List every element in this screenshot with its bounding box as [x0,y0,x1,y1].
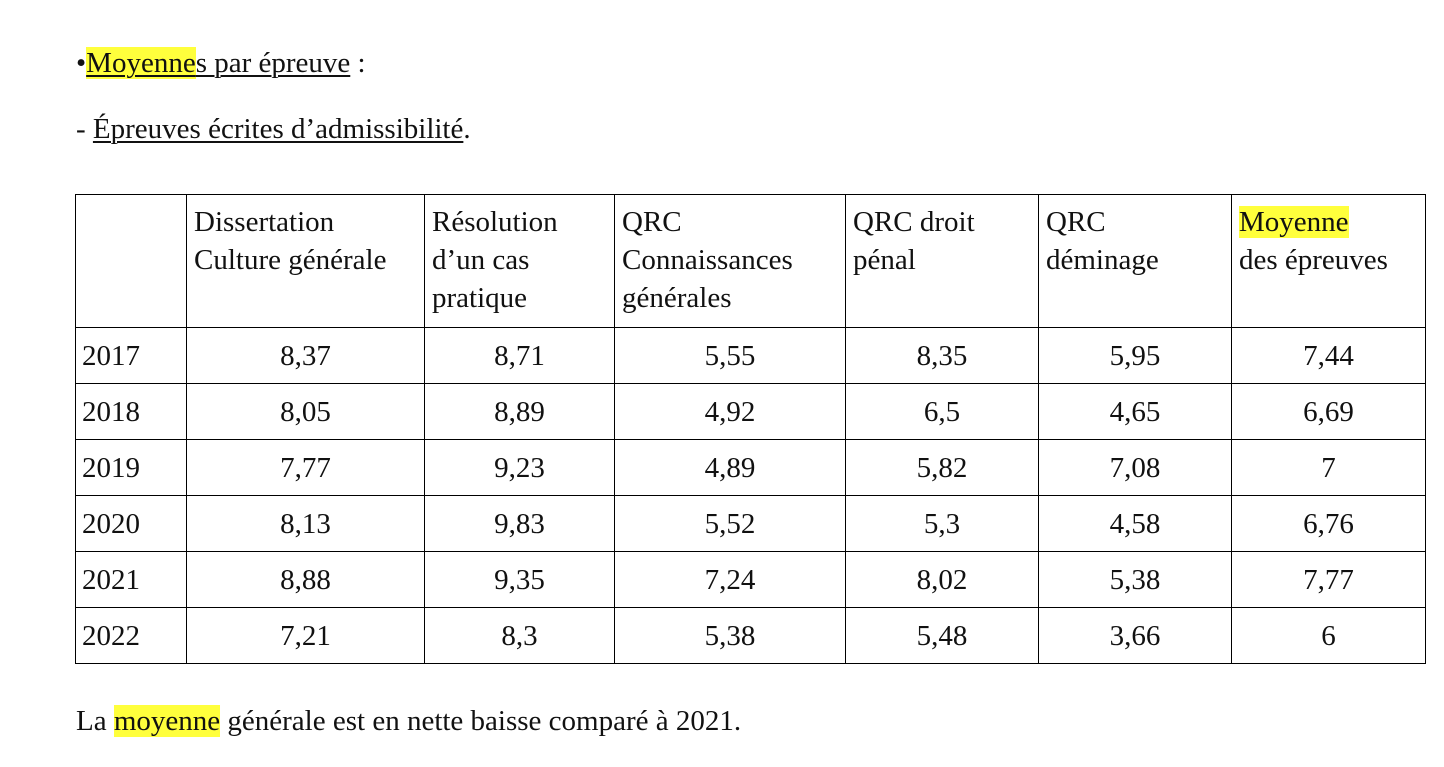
table-cell: 8,05 [186,383,425,440]
highlighted-word: moyenne [113,705,221,737]
table-cell: 7,44 [1231,327,1426,384]
table-cell: 7,24 [614,551,846,608]
table-cell: 4,58 [1038,495,1232,552]
column-header: Dissertation Culture générale [186,194,425,328]
section-heading: •Moyennes par épreuve : [76,46,366,80]
row-year: 2018 [75,383,187,440]
table-row: 2021 8,88 9,35 7,24 8,02 5,38 7,77 [75,551,1426,608]
table-cell: 6,76 [1231,495,1426,552]
column-header: QRC déminage [1038,194,1232,328]
table-cell: 5,38 [614,607,846,664]
table-cell: 7 [1231,439,1426,496]
row-year: 2020 [75,495,187,552]
table-cell: 6 [1231,607,1426,664]
table-cell: 8,13 [186,495,425,552]
table-cell: 5,48 [845,607,1039,664]
table-cell: 3,66 [1038,607,1232,664]
table-cell: 9,83 [424,495,615,552]
row-year: 2021 [75,551,187,608]
table-cell: 4,89 [614,439,846,496]
table-cell: 8,71 [424,327,615,384]
table-corner-cell [75,194,187,328]
table-cell: 5,38 [1038,551,1232,608]
table-cell: 6,5 [845,383,1039,440]
table-cell: 8,3 [424,607,615,664]
column-header-label: des épreuves [1239,244,1388,276]
highlighted-word: Moyenne [86,47,196,79]
row-year: 2022 [75,607,187,664]
heading-text: s par épreuve [195,47,351,79]
table-header-row: Dissertation Culture générale Résolution… [75,194,1426,328]
scores-table: Dissertation Culture générale Résolution… [75,194,1426,664]
table-cell: 5,95 [1038,327,1232,384]
table-cell: 7,21 [186,607,425,664]
row-year: 2017 [75,327,187,384]
conclusion-prefix: La [76,705,114,737]
heading-link-text: Moyennes par épreuve [86,47,350,79]
conclusion-text: La moyenne générale est en nette baisse … [76,704,741,738]
table-cell: 9,23 [424,439,615,496]
sub-heading-dash: - [76,113,93,145]
table-cell: 5,3 [845,495,1039,552]
table-cell: 7,08 [1038,439,1232,496]
bullet: • [76,47,87,79]
column-header: QRC Connaissances générales [614,194,846,328]
table-row: 2022 7,21 8,3 5,38 5,48 3,66 6 [75,607,1426,664]
sub-heading: - Épreuves écrites d’admissibilité. [76,112,471,146]
table-cell: 8,88 [186,551,425,608]
table-cell: 9,35 [424,551,615,608]
table-cell: 6,69 [1231,383,1426,440]
table-cell: 7,77 [186,439,425,496]
highlighted-word: Moyenne [1239,206,1349,238]
table-row: 2017 8,37 8,71 5,55 8,35 5,95 7,44 [75,327,1426,384]
table-cell: 8,37 [186,327,425,384]
sub-heading-period: . [463,113,471,145]
table-cell: 4,65 [1038,383,1232,440]
column-header: QRC droit pénal [845,194,1039,328]
column-header-average: Moyenne des épreuves [1231,194,1426,328]
conclusion-rest: générale est en nette baisse comparé à 2… [220,705,742,737]
table-cell: 4,92 [614,383,846,440]
table-row: 2020 8,13 9,83 5,52 5,3 4,58 6,76 [75,495,1426,552]
table-cell: 5,82 [845,439,1039,496]
heading-colon: : [350,47,366,79]
column-header: Résolution d’un cas pratique [424,194,615,328]
table-cell: 5,55 [614,327,846,384]
row-year: 2019 [75,439,187,496]
table-cell: 8,89 [424,383,615,440]
table-cell: 7,77 [1231,551,1426,608]
table-row: 2019 7,77 9,23 4,89 5,82 7,08 7 [75,439,1426,496]
table-cell: 8,35 [845,327,1039,384]
table-cell: 5,52 [614,495,846,552]
sub-heading-text: Épreuves écrites d’admissibilité [92,113,464,145]
table-cell: 8,02 [845,551,1039,608]
table-row: 2018 8,05 8,89 4,92 6,5 4,65 6,69 [75,383,1426,440]
